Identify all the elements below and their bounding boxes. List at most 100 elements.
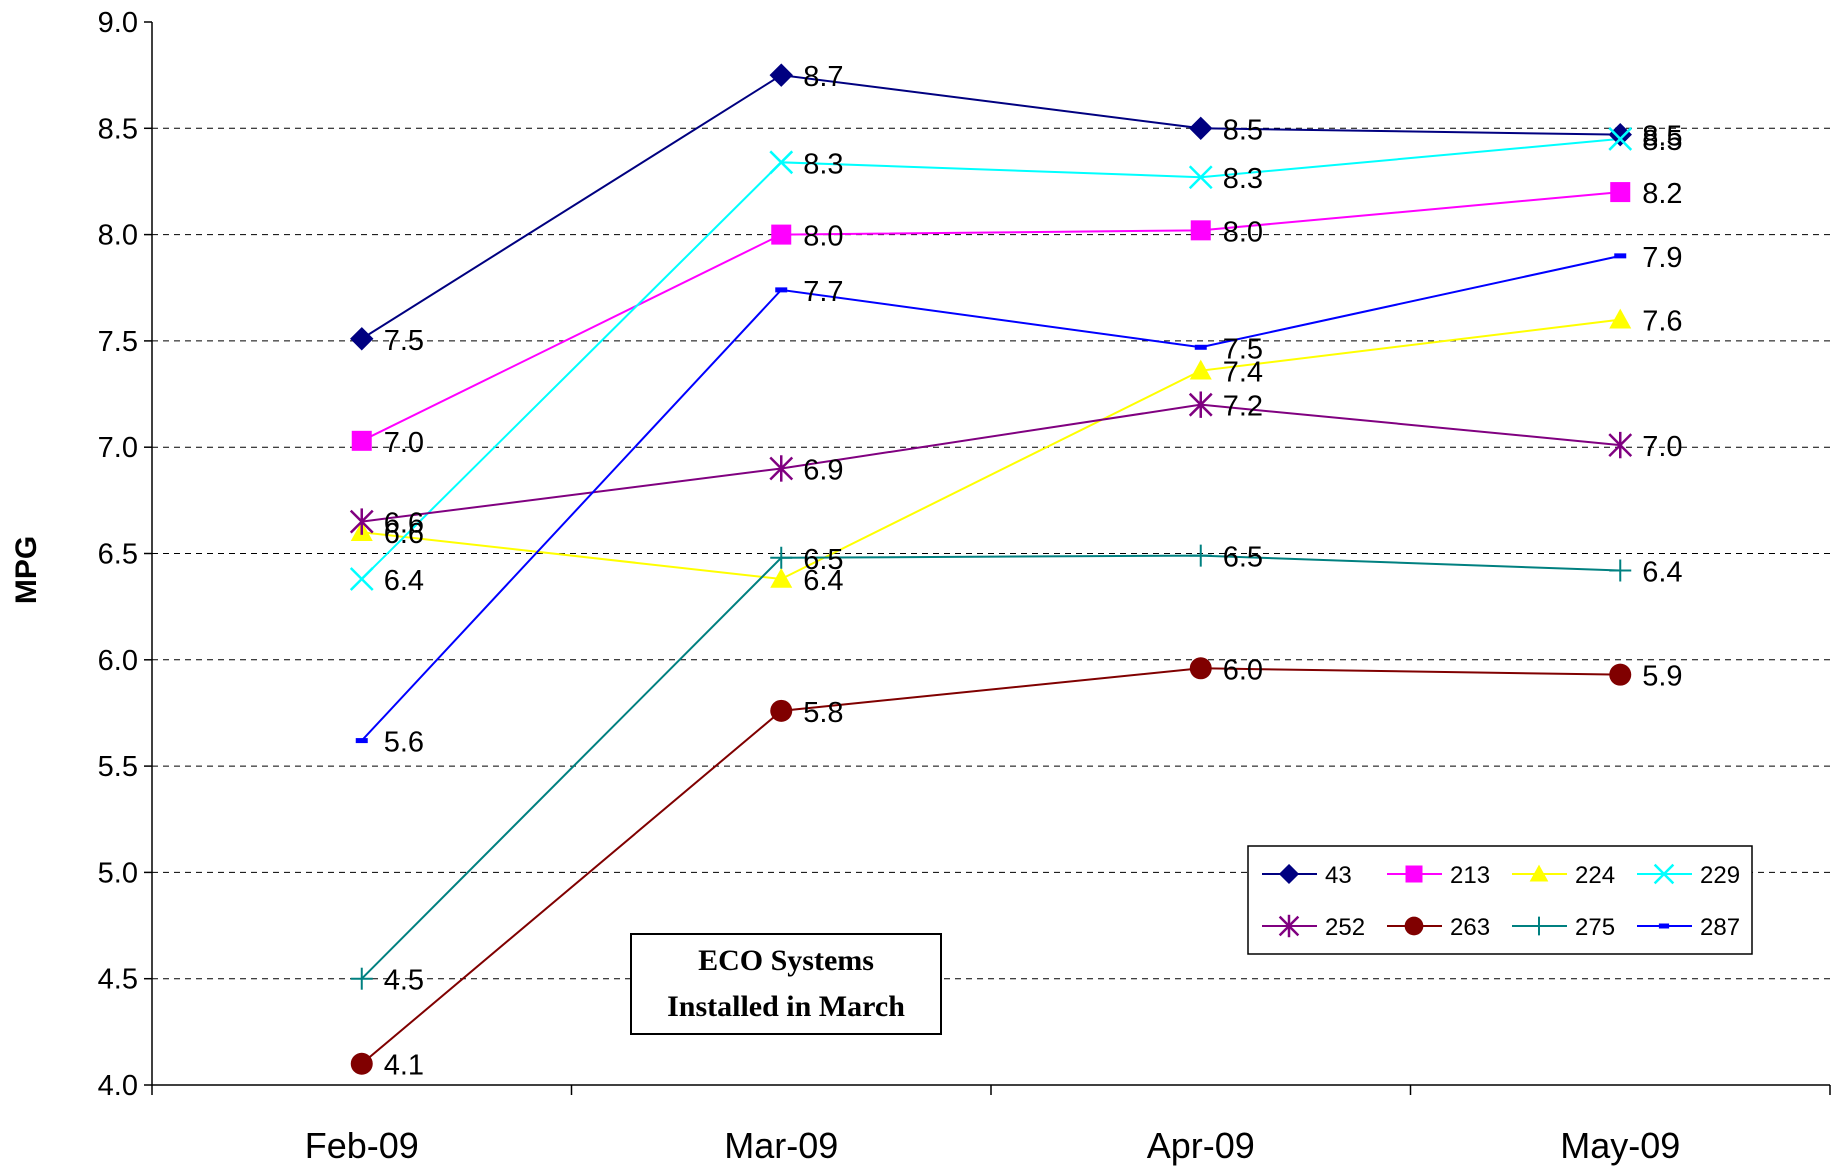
legend-label: 287 [1700,914,1740,941]
x-tick-label: Apr-09 [1147,1125,1255,1166]
marker-x [1608,127,1633,151]
marker-plus [1189,544,1212,567]
x-tick-labels: Feb-09 Mar-09 Apr-09 May-09 [305,1125,1681,1166]
x-tick-label: Mar-09 [724,1125,838,1166]
data-label: 5.8 [803,697,843,729]
marker-square [1405,865,1423,883]
x-tick-label: May-09 [1560,1125,1680,1166]
series-lines [361,74,1621,1065]
marker-triangle [1609,308,1632,329]
marker-star [1278,914,1300,938]
data-label: 7.9 [1642,242,1682,274]
data-label: 7.0 [1642,431,1682,463]
data-label: 6.5 [1223,542,1263,574]
data-label: 8.5 [1642,121,1682,153]
data-label: 7.4 [1223,357,1263,389]
y-tick-label: 6.5 [98,539,138,571]
y-tick-labels: 4.0 4.5 5.0 5.5 6.0 6.5 7.0 7.5 8.0 8.5 9.0 [98,7,138,1102]
annotation-line-1: ECO Systems [698,944,874,977]
data-label: 7.5 [384,325,424,357]
data-label: 7.2 [1223,391,1263,423]
data-label: 6.0 [1223,654,1263,686]
legend-label: 252 [1325,914,1365,941]
marker-diamond [769,63,793,87]
y-tick-label: 7.0 [98,432,138,464]
legend-label: 43 [1325,862,1352,889]
data-label: 7.5 [1223,333,1263,365]
marker-square [1190,220,1211,241]
data-label: 8.0 [803,221,843,253]
marker-triangle [770,568,793,588]
marker-circle [1609,663,1632,686]
y-tick-label: 4.5 [98,964,138,996]
y-tick-label: 6.0 [98,645,138,677]
y-tick-label: 4.0 [98,1070,138,1102]
y-tick-label: 9.0 [98,7,138,39]
data-label: 6.4 [803,565,843,597]
marker-star [1188,391,1213,418]
marker-plus [770,546,793,569]
marker-x [769,150,794,175]
legend: 43 213 224 229 252 263 275 287 [1247,845,1753,955]
marker-dash [1658,923,1670,929]
y-tick-label: 7.5 [98,326,138,358]
marker-circle [1189,657,1212,680]
y-tick-label: 8.0 [98,220,138,252]
marker-square [1610,182,1631,203]
marker-dash [355,738,368,744]
data-label: 8.3 [1223,163,1263,195]
data-labels: 7.58.78.5 8.57.08.0 8.08.26.66.47.47.66.48… [384,61,1683,1082]
data-label: 4.1 [384,1050,424,1082]
annotation-frame [630,933,942,1035]
x-tick-label: Feb-09 [305,1125,419,1166]
marker-diamond [1189,116,1213,141]
series-line-275 [361,554,1621,980]
data-label: 5.9 [1642,661,1682,693]
marker-x [1653,863,1675,885]
y-tick-label: 5.5 [98,751,138,783]
gridlines [152,127,1830,980]
data-label: 8.0 [1223,216,1263,248]
series-line-252 [361,403,1621,523]
marker-diamond [1278,863,1300,885]
marker-diamond [350,327,374,351]
marker-star [769,455,794,482]
legend-label: 229 [1700,862,1740,889]
legend-label: 213 [1450,862,1490,889]
data-label: 8.2 [1642,178,1682,210]
data-label: 6.4 [384,565,424,597]
marker-triangle [1529,864,1549,882]
marker-x [1188,165,1213,190]
data-label: 8.5 [1223,114,1263,146]
marker-square [351,430,372,451]
data-label: 8.5 [1642,125,1682,157]
series-line-229 [361,137,1621,580]
y-tick-label: 8.5 [98,113,138,145]
marker-circle [770,699,793,722]
data-label: 6.5 [803,544,843,576]
data-label: 6.6 [384,508,424,540]
series-line-43 [361,74,1621,340]
data-label: 8.3 [803,148,843,180]
y-tick-label: 5.0 [98,857,138,889]
series-line-224 [361,318,1621,581]
legend-label: 275 [1575,914,1615,941]
legend-label: 224 [1575,862,1615,889]
data-label: 7.7 [803,276,843,308]
marker-plus [1609,559,1632,582]
y-axis-label: MPG [10,536,43,604]
legend-label: 263 [1450,914,1490,941]
data-label: 5.6 [384,727,424,759]
series-line-213 [361,191,1621,442]
data-label: 8.7 [803,61,843,93]
marker-circle [1404,916,1424,936]
data-label: 6.6 [384,518,424,550]
marker-dash [1194,344,1207,350]
data-label: 7.0 [384,427,424,459]
annotation-box: ECO Systems Installed in March [630,933,942,1035]
data-label: 6.9 [803,454,843,486]
marker-triangle [1189,359,1212,380]
marker-plus [1529,916,1549,936]
annotation-line-2: Installed in March [667,990,905,1023]
data-label: 7.6 [1642,306,1682,338]
